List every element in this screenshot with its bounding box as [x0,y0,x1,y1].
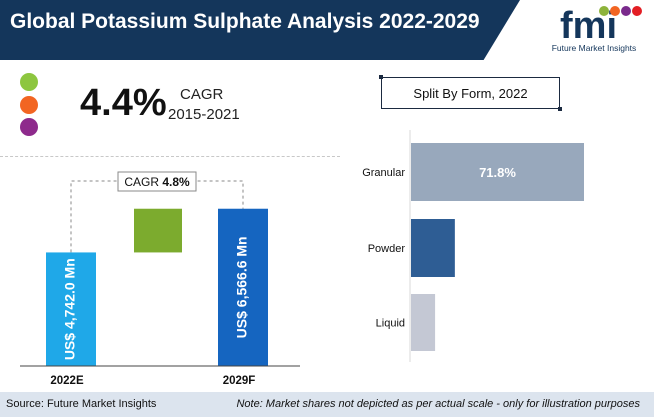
bar-growth [134,208,182,253]
source-text: Source: Future Market Insights [6,398,157,410]
box-corner [558,107,562,111]
page-title: Global Potassium Sulphate Analysis 2022-… [10,10,480,33]
footer: Source: Future Market Insights Note: Mar… [0,392,654,417]
category-label: Liquid [376,318,405,330]
split-by-form-box: Split By Form, 2022 [379,75,562,111]
logo-dot-2 [610,6,620,16]
cagr-label-text: CAGR 4.8% [124,175,190,189]
fmi-logo: fmi Future Market Insights [538,2,650,58]
fmi-logo-mark: fmi [560,5,642,47]
header: Global Potassium Sulphate Analysis 2022-… [0,0,654,60]
category-label: Powder [368,243,406,255]
logo-dot-3 [621,6,631,16]
x-tick-label: 2029F [223,375,256,387]
category-label: Granular [362,167,405,179]
logo-tagline: Future Market Insights [551,43,637,53]
cagr-label-box [117,171,197,192]
bar-2029f [218,208,268,366]
bar-powder [411,219,455,277]
bar-liquid [411,294,436,351]
split-by-form-title: Split By Form, 2022 [413,86,528,101]
logo-dot-1 [599,6,609,16]
cagr-value: 4.4% [80,82,167,124]
bar-2022e [46,252,96,366]
bar-value-label: US$ 6,566.6 Mn [234,236,250,338]
legend-dot-orange [20,96,38,114]
section-divider [0,156,340,157]
x-tick-label: 2022E [50,375,84,387]
bar-value-label: US$ 4,742.0 Mn [62,258,78,360]
title-band [0,0,520,60]
cagr-years: 2015-2021 [168,106,240,123]
box-corner [379,75,383,79]
legend-dot-purple [20,118,38,136]
form-chart: Granular 71.8% Powder Liquid [362,130,584,362]
growth-chart: CAGR 4.8% US$ 4,742.0 Mn US$ 6,566.6 Mn 202… [20,171,300,387]
cagr-label: CAGR [180,86,224,103]
logo-dot-4 [632,6,642,16]
legend-dot-green [20,73,38,91]
bar-granular [411,143,584,201]
bar-value-label: 71.8% [479,165,516,180]
footnote: Note: Market shares not depicted as per … [236,398,640,410]
